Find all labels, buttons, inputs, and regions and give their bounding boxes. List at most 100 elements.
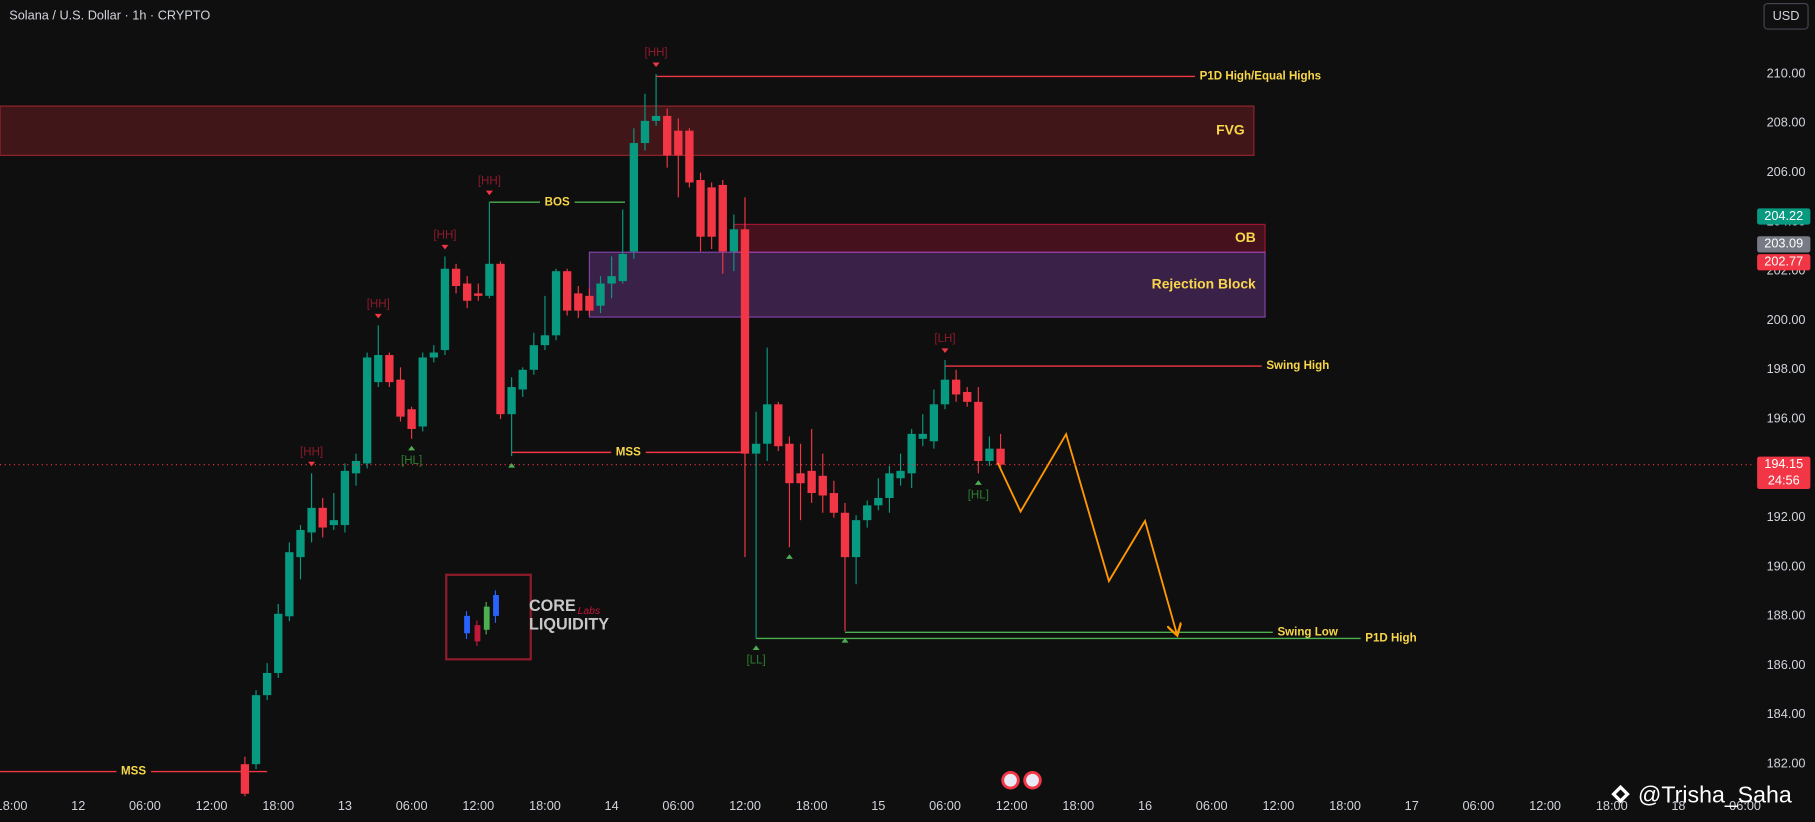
currency-button[interactable] xyxy=(1763,2,1809,30)
event-flag xyxy=(1026,773,1039,787)
pivot-marker xyxy=(652,62,660,68)
candle-body xyxy=(462,283,472,301)
y-tick-label: 200.00 xyxy=(1767,312,1806,327)
candle-body xyxy=(296,530,305,558)
zone xyxy=(0,105,1255,156)
level-label: Swing High xyxy=(1266,360,1329,372)
y-tick-label: 192.00 xyxy=(1767,509,1806,524)
price-tag-label: 202.77 xyxy=(1764,254,1803,269)
pivot-label: [HH] xyxy=(367,299,390,311)
currency-label[interactable]: USD xyxy=(1773,8,1800,23)
candle-body xyxy=(640,120,650,144)
candle-body xyxy=(996,448,1005,465)
pivot-label: [HL] xyxy=(401,455,422,467)
candle-body xyxy=(540,335,550,346)
level-label: MSS xyxy=(616,446,641,458)
level-label-bg xyxy=(116,764,152,779)
candle-body xyxy=(385,355,394,383)
candle-body xyxy=(818,475,827,496)
candle-body xyxy=(351,460,361,474)
logo-text: CORE xyxy=(529,597,576,615)
chart-title: Solana / U.S. Dollar · 1h · CRYPTO xyxy=(9,8,210,23)
x-tick-label: 18:00 xyxy=(796,798,828,813)
candle-body xyxy=(307,507,316,533)
x-tick-label: 12:00 xyxy=(196,798,228,813)
candle-body xyxy=(340,470,350,526)
x-tick-label: 12 xyxy=(71,798,85,813)
candle-body xyxy=(651,115,661,121)
y-tick-label: 208.00 xyxy=(1767,115,1806,130)
candle-body xyxy=(918,433,927,439)
candle-body xyxy=(707,187,716,237)
logo-candle xyxy=(474,625,481,642)
level-label: Swing Low xyxy=(1277,626,1338,638)
pivot-marker xyxy=(752,645,760,651)
x-tick-label: 18:00 xyxy=(262,798,294,813)
pivot-marker xyxy=(485,190,493,196)
credit: @Trisha_Saha xyxy=(1611,782,1792,808)
candle-body xyxy=(985,448,994,461)
candle-body xyxy=(485,263,494,296)
candle-body xyxy=(251,695,261,765)
y-tick-label: 210.00 xyxy=(1767,65,1806,80)
candle-body xyxy=(929,404,939,442)
pivot-marker xyxy=(374,313,382,319)
candle-body xyxy=(618,253,627,282)
pivot-label: [HH] xyxy=(300,447,323,459)
price-tag-label: 203.09 xyxy=(1764,236,1803,251)
x-tick-label: 18:00 xyxy=(0,798,27,813)
candle-body xyxy=(718,184,727,252)
x-tick-label: 12:00 xyxy=(729,798,761,813)
candle-body xyxy=(418,357,427,427)
candle-body xyxy=(585,295,594,311)
price-tag xyxy=(1757,456,1811,490)
pivot-marker xyxy=(974,480,982,485)
y-tick-label: 182.00 xyxy=(1767,756,1806,771)
x-tick-label: 06:00 xyxy=(1729,798,1761,813)
candle-body xyxy=(240,764,250,794)
x-tick-label: 18 xyxy=(1671,798,1685,813)
pivot-marker xyxy=(841,638,849,643)
candle-body xyxy=(685,130,694,183)
zone-label: FVG xyxy=(1216,121,1245,137)
candle-body xyxy=(851,520,861,558)
y-tick-label: 184.00 xyxy=(1767,706,1806,721)
pivot-label: [HH] xyxy=(478,175,501,187)
x-tick-label: 13 xyxy=(338,798,352,813)
candle-body xyxy=(740,229,750,454)
logo-candle xyxy=(464,615,470,634)
pivot-marker xyxy=(785,554,793,559)
candle-body xyxy=(551,271,561,336)
x-tick-label: 14 xyxy=(605,798,619,813)
pivot-label: [HL] xyxy=(968,489,989,501)
zone-label: Rejection Block xyxy=(1152,275,1256,291)
price-tag-label: 204.22 xyxy=(1764,208,1803,223)
y-tick-label: 188.00 xyxy=(1767,608,1806,623)
candle-body xyxy=(429,352,438,358)
candle-body xyxy=(507,387,516,415)
candle-body xyxy=(785,443,794,484)
y-tick-label: 190.00 xyxy=(1767,558,1806,573)
pivot-label: [HH] xyxy=(433,230,456,242)
candle-body xyxy=(885,473,894,498)
candle-body xyxy=(596,283,605,306)
level-label: MSS xyxy=(121,766,146,778)
candle-body xyxy=(729,229,739,252)
candle-body xyxy=(974,401,983,461)
candle-body xyxy=(940,379,950,405)
candle-body xyxy=(951,379,961,395)
candle-body xyxy=(896,470,905,479)
level-label-bg xyxy=(611,445,646,460)
logo-script: Labs xyxy=(578,606,601,617)
candle-body xyxy=(396,379,405,417)
y-tick-label: 186.00 xyxy=(1767,657,1806,672)
level-label: P1D High/Equal Highs xyxy=(1200,71,1321,83)
candle-body xyxy=(529,345,539,370)
x-tick-label: 18:00 xyxy=(1062,798,1094,813)
candle-body xyxy=(329,520,338,526)
x-tick-label: 06:00 xyxy=(662,798,694,813)
x-tick-label: 06:00 xyxy=(1196,798,1228,813)
candle-body xyxy=(840,512,850,558)
candle-body xyxy=(863,505,872,521)
